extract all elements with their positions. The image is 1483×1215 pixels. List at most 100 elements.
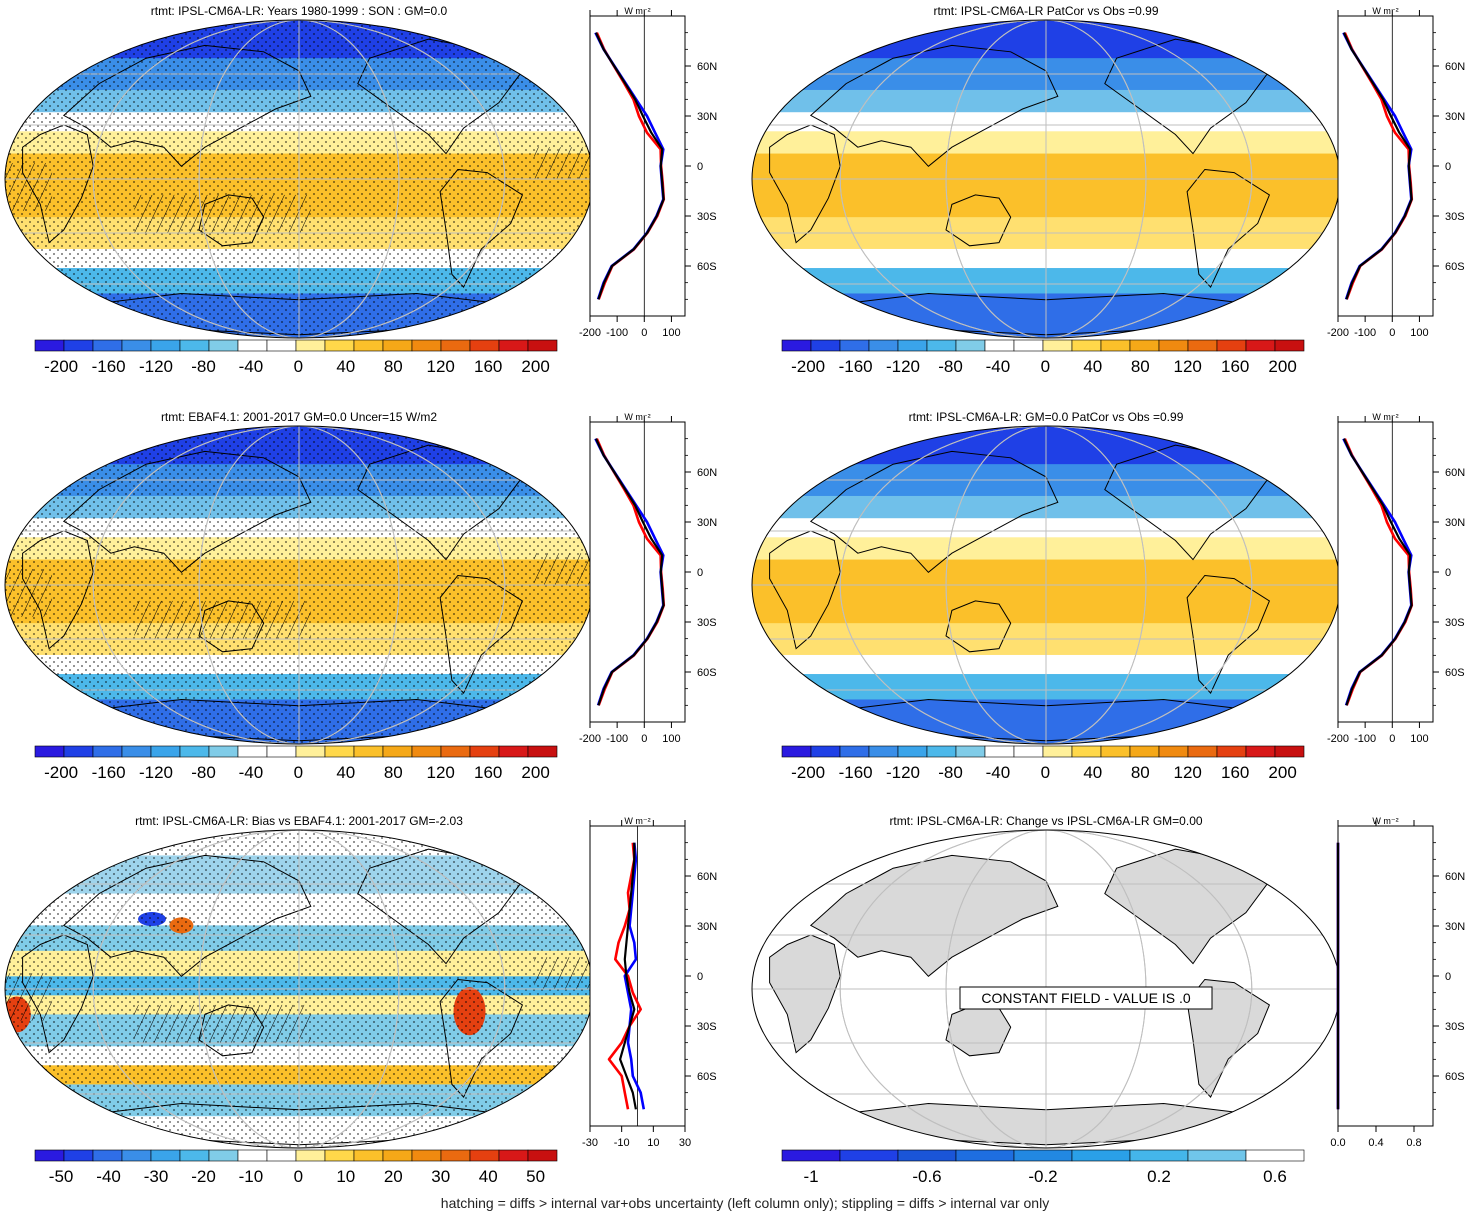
graticule-meridian (198, 20, 400, 338)
colorbar-swatch (498, 339, 529, 352)
colorbar-swatch (266, 1149, 297, 1162)
zonal-mean-line (1342, 32, 1413, 300)
colorbar-label: -200 (44, 763, 78, 782)
colorbar-label: -0.2 (1028, 1167, 1057, 1186)
panel-title: rtmt: IPSL-CM6A-LR: Bias vs EBAF4.1: 200… (135, 814, 463, 828)
zonal-ytick-label: 60S (697, 667, 717, 679)
zonal-xtick-label: 0.8 (1406, 1137, 1421, 1149)
colorbar-swatch (1100, 745, 1131, 758)
colorbar-swatch (266, 339, 297, 352)
zonal-ytick-label: 30N (697, 111, 717, 123)
zonal-xtick-label: 0 (1389, 327, 1395, 339)
zonal-ytick-label: 0 (697, 161, 703, 173)
hatching-overlay (134, 600, 311, 640)
colorbar-swatch (1158, 745, 1189, 758)
zonal-xtick-label: -100 (606, 327, 628, 339)
colorbar-swatch (150, 339, 181, 352)
panel-3: rtmt: EBAF4.1: 2001-2017 GM=0.0 Uncer=15… (4, 410, 717, 782)
graticule-meridian (92, 830, 506, 1148)
zonal-ytick-label: 60N (697, 467, 717, 479)
colorbar-swatch (897, 1149, 957, 1162)
colorbar-swatch (92, 745, 123, 758)
colorbar-label: -40 (96, 1167, 121, 1186)
zonal-ytick-label: 0 (697, 567, 703, 579)
zonal-ytick-label: 30N (1445, 921, 1465, 933)
colorbar-label: 80 (384, 357, 403, 376)
colorbar-label: 0 (294, 357, 303, 376)
zonal-xtick-label: 30 (679, 1137, 691, 1149)
colorbar-swatch (34, 745, 65, 758)
colorbar-swatch (237, 339, 268, 352)
australia-coastline (198, 194, 265, 247)
colorbar-swatch (469, 339, 500, 352)
colorbar-label: 80 (1131, 357, 1150, 376)
zonal-xtick-label: -200 (579, 327, 601, 339)
zonal-xtick-label: 10 (647, 1137, 659, 1149)
zonal-frame (1337, 825, 1434, 1127)
colorbar-swatch (868, 339, 899, 352)
zonal-ytick-label: 60N (1445, 61, 1465, 73)
colorbar-swatch (179, 1149, 210, 1162)
colorbar-label: 10 (336, 1167, 355, 1186)
colorbar-swatch (150, 1149, 181, 1162)
map-body (752, 20, 1340, 338)
panel-5: rtmt: IPSL-CM6A-LR: Bias vs EBAF4.1: 200… (4, 814, 717, 1186)
zonal-ytick-label: 0 (697, 971, 703, 983)
colorbar-label: 0 (294, 763, 303, 782)
zonal-xtick-label: -100 (1354, 733, 1376, 745)
zonal-frame (1337, 421, 1434, 723)
colorbar-label: -120 (139, 357, 173, 376)
zonal-xtick-label: 100 (662, 327, 680, 339)
colorbar-swatch (1042, 745, 1073, 758)
colorbar-swatch (440, 339, 471, 352)
zonal-xtick-label: -200 (579, 733, 601, 745)
colorbar-swatch (208, 745, 239, 758)
colorbar-swatch (1129, 1149, 1189, 1162)
colorbar-swatch (955, 339, 986, 352)
colorbar-swatch (498, 745, 529, 758)
hatching-overlay (534, 957, 593, 989)
colorbar-swatch (527, 745, 558, 758)
colorbar-swatch (1129, 745, 1160, 758)
africa-coastline (769, 124, 841, 244)
colorbar-swatch (1245, 339, 1276, 352)
colorbar-label: -160 (92, 763, 126, 782)
zonal-ytick-label: 30N (1445, 517, 1465, 529)
colorbar-label: 80 (384, 763, 403, 782)
colorbar-swatch (324, 745, 355, 758)
colorbar-swatch (440, 1149, 471, 1162)
colorbar-swatch (1216, 745, 1247, 758)
australia-coastline (945, 600, 1012, 653)
colorbar-swatch (810, 745, 841, 758)
colorbar-swatch (63, 745, 94, 758)
colorbar-swatch (1158, 339, 1189, 352)
panel-title: rtmt: IPSL-CM6A-LR: Years 1980-1999 : SO… (151, 4, 448, 18)
panel-4: rtmt: IPSL-CM6A-LR: GM=0.0 PatCor vs Obs… (751, 410, 1465, 782)
map-body (5, 20, 593, 338)
colorbar-swatch (1100, 339, 1131, 352)
colorbar-label: 0 (1041, 763, 1050, 782)
colorbar-swatch (1187, 339, 1218, 352)
colorbar-swatch (897, 339, 928, 352)
colorbar-label: 0.6 (1263, 1167, 1287, 1186)
hatching-overlay (5, 569, 53, 617)
colorbar-swatch (527, 1149, 558, 1162)
colorbar-label: 40 (1083, 763, 1102, 782)
colorbar-swatch (63, 1149, 94, 1162)
colorbar-swatch (266, 745, 297, 758)
zonal-frame (589, 421, 686, 723)
constant-field-box (959, 986, 1213, 1010)
colorbar-swatch (382, 1149, 413, 1162)
colorbar-swatch (150, 745, 181, 758)
graticule-meridian (198, 426, 400, 744)
colorbar-swatch (1042, 339, 1073, 352)
colorbar-swatch (839, 339, 870, 352)
zonal-xtick-label: -100 (606, 733, 628, 745)
colorbar-label: -120 (886, 763, 920, 782)
panel-1: rtmt: IPSL-CM6A-LR: Years 1980-1999 : SO… (4, 4, 717, 376)
colorbar-swatch (34, 339, 65, 352)
unit-label: W m⁻² (1372, 6, 1398, 16)
colorbar-label: -0.6 (912, 1167, 941, 1186)
australia-coastline (945, 194, 1012, 247)
africa-coastline (22, 530, 94, 650)
